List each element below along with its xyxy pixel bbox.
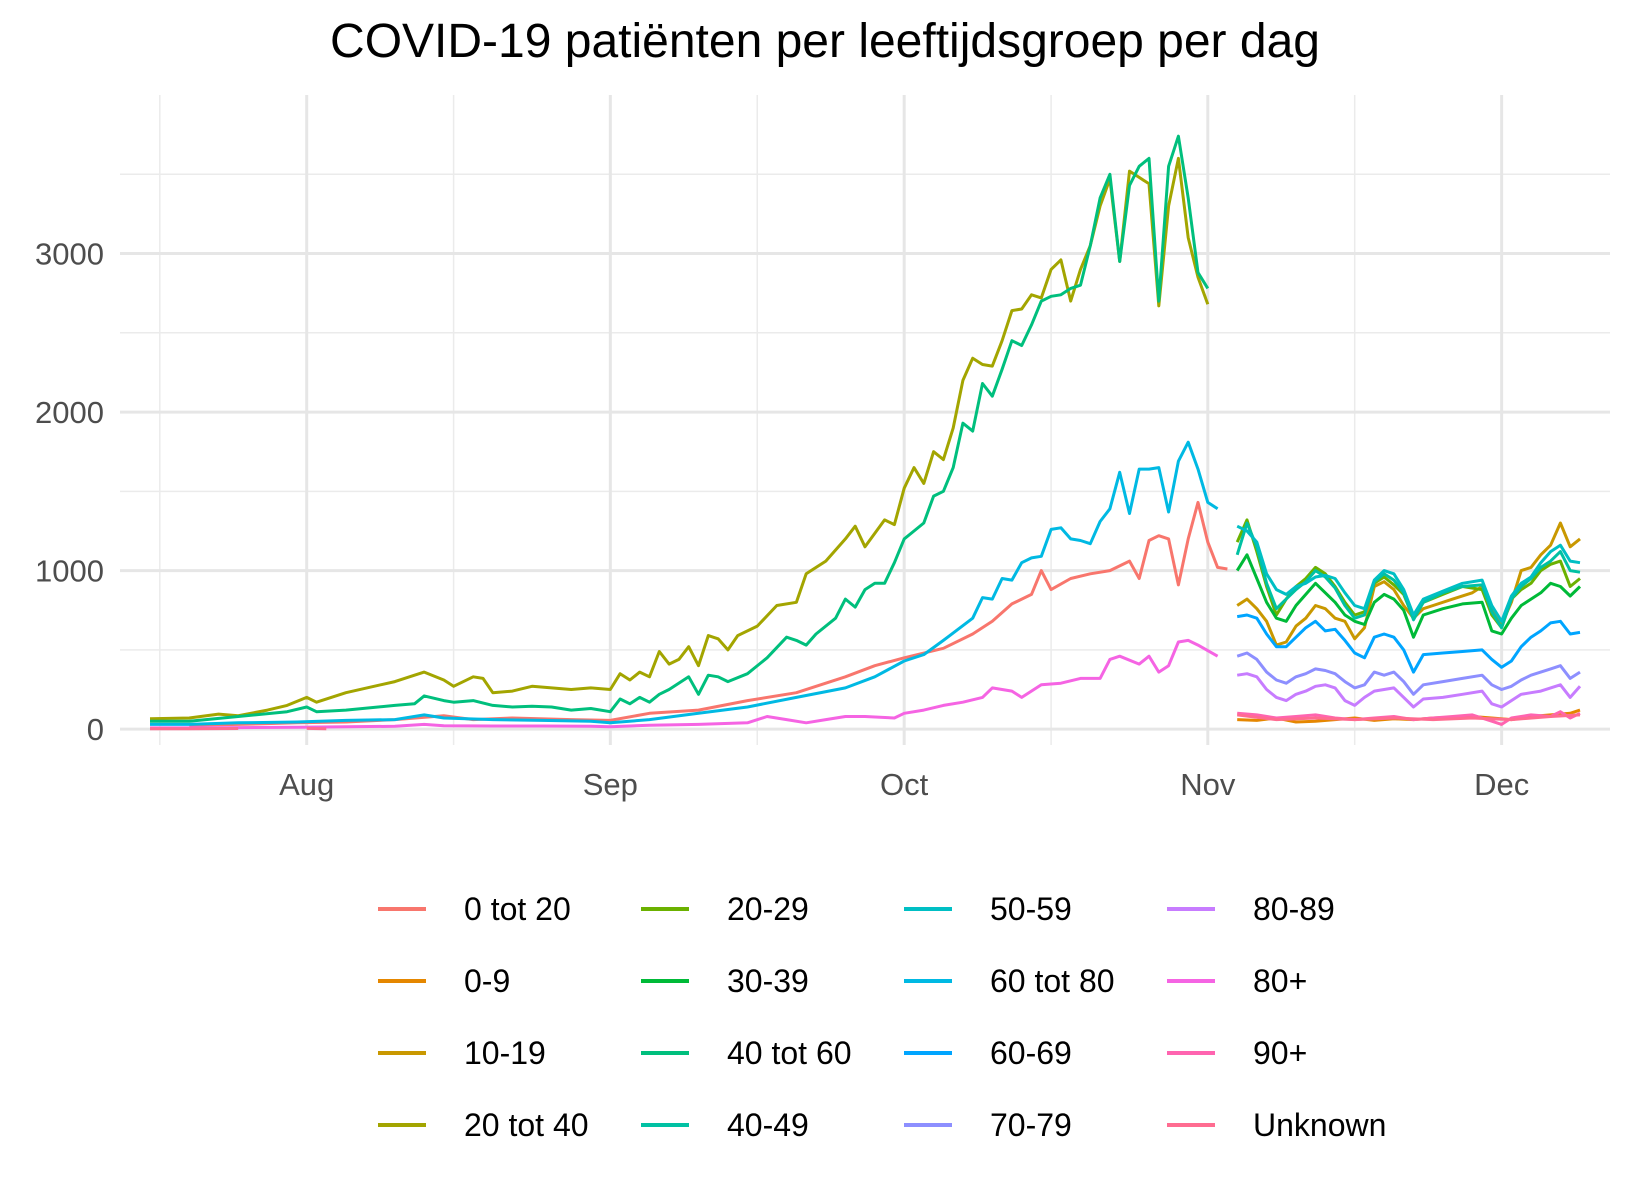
legend-item: 90+ [1167, 1024, 1430, 1082]
legend-swatch [1167, 907, 1215, 911]
legend-label: 0-9 [464, 962, 511, 999]
legend-swatch [641, 979, 689, 983]
legend-swatch [378, 1051, 426, 1055]
y-tick-label: 0 [87, 712, 104, 747]
legend-item: 0 tot 20 [378, 880, 641, 938]
x-tick-label: Nov [1180, 767, 1236, 802]
y-tick-label: 1000 [35, 554, 104, 589]
legend-swatch [641, 907, 689, 911]
legend-item: 30-39 [641, 952, 904, 1010]
series-line [1236, 524, 1581, 623]
legend-swatch [641, 1123, 689, 1127]
legend-item: 40-49 [641, 1096, 904, 1154]
series-line [150, 638, 1219, 730]
legend-label: 20 tot 40 [464, 1106, 589, 1143]
series-line [1237, 713, 1581, 722]
legend-swatch [904, 1123, 952, 1127]
x-tick-label: Aug [279, 767, 334, 802]
legend-swatch [641, 1051, 689, 1055]
y-tick-label: 3000 [35, 237, 104, 272]
legend-swatch [378, 907, 426, 911]
legend-label: 10-19 [464, 1034, 546, 1071]
legend-label: 60-69 [990, 1034, 1072, 1071]
series-line [150, 134, 1210, 723]
legend-label: 0 tot 20 [464, 890, 571, 927]
series-line [1235, 553, 1582, 639]
legend-item: 80-89 [1167, 880, 1430, 938]
series-line [1236, 521, 1581, 647]
chart-title: COVID-19 patiënten per leeftijdsgroep pe… [330, 15, 1320, 68]
legend-swatch [904, 1051, 952, 1055]
legend-swatch [378, 1123, 426, 1127]
legend-item: 10-19 [378, 1024, 641, 1082]
series-line [149, 156, 1210, 721]
legend-swatch [904, 907, 952, 911]
legend-item: 20-29 [641, 880, 904, 938]
legend-label: 70-79 [990, 1106, 1072, 1143]
legend-label: 20-29 [727, 890, 809, 927]
legend-item: 60-69 [904, 1024, 1167, 1082]
legend-swatch [904, 979, 952, 983]
legend-item: 0-9 [378, 952, 641, 1010]
legend-label: 80-89 [1253, 890, 1335, 927]
legend-swatch [1167, 979, 1215, 983]
legend-item: 80+ [1167, 952, 1430, 1010]
legend: 0 tot 20 20-29 50-59 80-89 0-9 30-39 60 tot 80… [378, 880, 1430, 1154]
x-tick-label: Dec [1474, 767, 1529, 802]
legend-swatch [1167, 1123, 1215, 1127]
legend-item: 60 tot 80 [904, 952, 1167, 1010]
legend-label: 60 tot 80 [990, 962, 1115, 999]
legend-label: 40 tot 60 [727, 1034, 852, 1071]
legend-item: 50-59 [904, 880, 1167, 938]
legend-label: Unknown [1253, 1106, 1387, 1143]
x-tick-label: Sep [583, 767, 638, 802]
legend-swatch [378, 979, 426, 983]
legend-label: 50-59 [990, 890, 1072, 927]
legend-label: 90+ [1253, 1034, 1308, 1071]
legend-label: 30-39 [727, 962, 809, 999]
legend-item: 70-79 [904, 1096, 1167, 1154]
series-line [1235, 521, 1581, 630]
series-line [1236, 613, 1581, 674]
legend-item: 20 tot 40 [378, 1096, 641, 1154]
legend-swatch [1167, 1051, 1215, 1055]
legend-label: 40-49 [727, 1106, 809, 1143]
legend-item: 40 tot 60 [641, 1024, 904, 1082]
y-tick-label: 2000 [35, 395, 104, 430]
legend-label: 80+ [1253, 962, 1308, 999]
series-line [1236, 672, 1582, 709]
x-tick-label: Oct [880, 767, 929, 802]
legend-item: Unknown [1167, 1096, 1430, 1154]
series-line [1236, 651, 1581, 696]
series-line [150, 440, 1219, 726]
